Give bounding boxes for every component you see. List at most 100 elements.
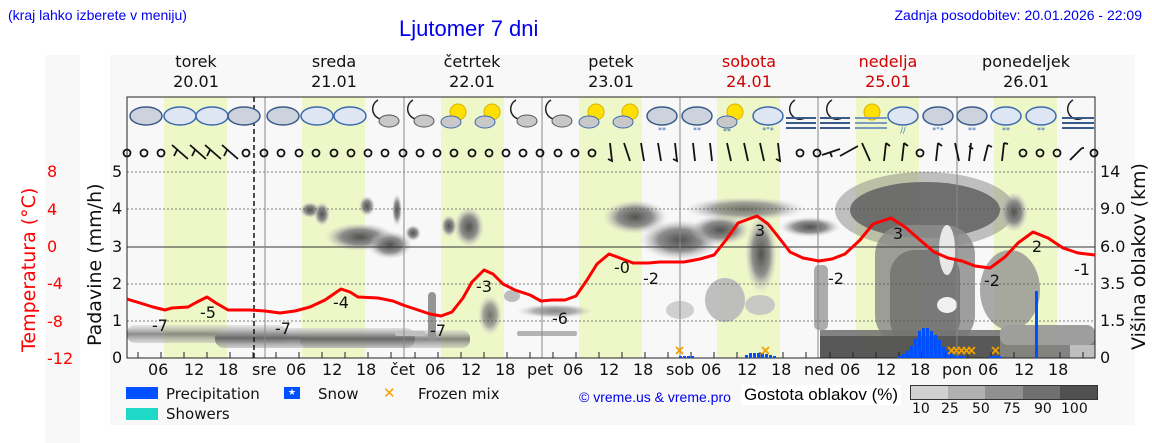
cloud-height-tick: 1.5 <box>1100 311 1126 330</box>
svg-text:*"*: *"* <box>932 126 944 135</box>
snow-cloud-icon: ** <box>646 106 678 135</box>
sleet-cloud-icon: *"* <box>922 106 954 135</box>
sun-cloud-icon <box>440 103 467 129</box>
moon-fog-icon <box>786 99 816 129</box>
day-header-tue: torek 20.01 <box>173 52 219 91</box>
svg-text:**: ** <box>693 126 701 135</box>
legend-showers: Showers <box>166 405 230 423</box>
temp-axis-panel <box>45 55 80 443</box>
svg-text:-0: -0 <box>614 258 630 277</box>
grid-lines <box>127 171 1095 322</box>
moon-fog-icon <box>1062 99 1094 129</box>
day-header-mon: ponedeljek 26.01 <box>982 52 1070 91</box>
svg-text:-3: -3 <box>476 277 492 296</box>
svg-text:3: 3 <box>755 221 765 240</box>
precip-tick: 1 <box>112 311 123 330</box>
svg-text:**: ** <box>968 126 976 135</box>
svg-text://: // <box>900 126 906 135</box>
x-tick: sob <box>666 360 695 379</box>
moon-fog-icon <box>820 99 850 129</box>
x-tick: 18 <box>218 360 239 379</box>
cloud-density-ticks: 10 25 50 75 90 100 <box>912 401 1088 417</box>
svg-text:-4: -4 <box>333 293 349 312</box>
precip-tick: 4 <box>112 199 123 218</box>
sun-cloud-icon <box>474 103 501 129</box>
day-separators <box>264 97 958 358</box>
sun-cloud-icon <box>578 103 605 129</box>
credit-link[interactable]: © vreme.us & vreme.pro <box>579 389 731 405</box>
temp-tick: -12 <box>47 349 74 368</box>
svg-text:-7: -7 <box>152 316 168 335</box>
temp-tick: 8 <box>47 162 58 181</box>
temp-tick: 4 <box>47 200 58 219</box>
cloud-density-label: Gostota oblakov (%) <box>741 385 902 405</box>
wind-row <box>122 142 1099 163</box>
moon-cloud-icon <box>407 99 435 128</box>
x-tick: 18 <box>910 360 931 379</box>
rain-cloud-icon: // <box>887 106 919 135</box>
snow-cloud-icon: ** <box>1025 106 1057 135</box>
temperature-axis-label: Temperatura (°C) <box>18 187 40 352</box>
cloudy-icon <box>195 106 229 126</box>
precip-tick: 5 <box>112 162 123 181</box>
x-tick: 06 <box>701 360 722 379</box>
legend-snow: Snow <box>318 385 359 403</box>
x-tick: 06 <box>563 360 584 379</box>
svg-text:-5: -5 <box>200 303 216 322</box>
svg-text:-6: -6 <box>552 309 568 328</box>
x-tick: 18 <box>771 360 792 379</box>
svg-text:-2: -2 <box>828 269 844 288</box>
svg-text:-2: -2 <box>643 269 659 288</box>
sun-fog-icon <box>855 103 887 129</box>
moon-cloud-icon <box>510 99 538 128</box>
sleet-cloud-icon: *"* <box>752 106 784 135</box>
x-tick: sre <box>252 360 277 379</box>
x-tick: 06 <box>286 360 307 379</box>
svg-text:**: ** <box>1037 126 1045 135</box>
x-tick: 18 <box>633 360 654 379</box>
cloud-height-tick: 6.0 <box>1100 237 1126 256</box>
x-tick: 12 <box>876 360 897 379</box>
x-tick: 06 <box>840 360 861 379</box>
cloudy-icon <box>227 106 261 126</box>
x-tick: 06 <box>978 360 999 379</box>
day-header-wed: sreda 21.01 <box>311 52 357 91</box>
cloud-height-tick: 14 <box>1100 162 1121 181</box>
frozen-mix-markers <box>675 346 1000 355</box>
temperature-annotations: -7 -5 -7 -4 -7 -3 -6 -0 -2 3 -2 3 -2 2 -… <box>152 221 1090 340</box>
cloud-height-tick: 0 <box>1100 348 1111 367</box>
x-tick: 12 <box>461 360 482 379</box>
x-tick: 18 <box>495 360 516 379</box>
cloudy-icon <box>333 106 367 126</box>
cloudy-icon <box>266 106 300 126</box>
precipitation-axis-label: Padavine (mm/h) <box>84 183 106 346</box>
moon-cloud-icon <box>545 99 573 128</box>
temp-tick: -4 <box>47 274 63 293</box>
day-header-thu: četrtek 22.01 <box>443 52 501 91</box>
sun-cloud-icon <box>612 103 639 129</box>
x-tick: ned <box>804 360 835 379</box>
svg-text:3: 3 <box>893 224 903 243</box>
svg-text:-1: -1 <box>1074 260 1090 279</box>
svg-text:2: 2 <box>1032 237 1042 256</box>
svg-text:-7: -7 <box>430 321 446 340</box>
cloud-height-tick: 9.0 <box>1100 199 1126 218</box>
last-update: Zadnja posodobitev: 20.01.2026 - 22:09 <box>894 7 1142 23</box>
svg-text:-2: -2 <box>984 271 1000 290</box>
showers-swatch <box>126 408 158 420</box>
page-title: Ljutomer 7 dni <box>399 16 539 41</box>
sun-snow-icon: ** <box>716 103 744 136</box>
weather-icons-row: ** ** ** *"* // *"* ** ** ** <box>129 99 1094 136</box>
svg-text:-7: -7 <box>275 319 291 338</box>
precip-tick: 2 <box>112 274 123 293</box>
day-header-fri: petek 23.01 <box>588 52 634 91</box>
temperature-line <box>126 214 1096 318</box>
precip-tick: 3 <box>112 237 123 256</box>
cloudy-icon <box>300 106 334 126</box>
svg-text:*"*: *"* <box>762 126 774 135</box>
x-tick: 12 <box>322 360 343 379</box>
snow-cloud-icon: ** <box>681 106 713 135</box>
svg-text:**: ** <box>1002 126 1010 135</box>
x-tick: 06 <box>148 360 169 379</box>
cloudy-icon <box>129 106 163 126</box>
